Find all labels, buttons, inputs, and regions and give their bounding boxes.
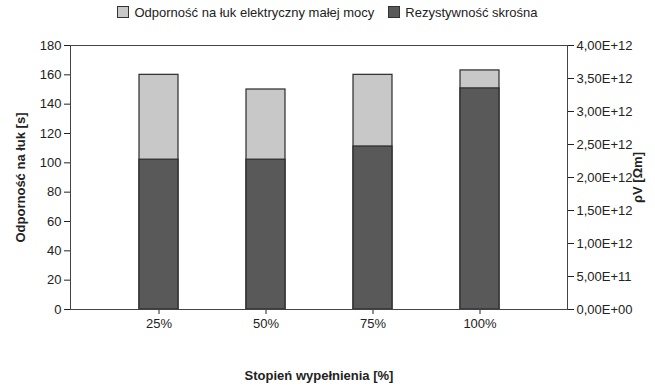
svg-text:100: 100: [40, 155, 62, 170]
svg-text:20: 20: [47, 272, 61, 287]
svg-text:80: 80: [47, 184, 61, 199]
svg-text:1,00E+12: 1,00E+12: [577, 236, 633, 251]
svg-text:120: 120: [40, 126, 62, 141]
svg-text:160: 160: [40, 67, 62, 82]
html-text:Rezystywność skrośna: Rezystywność skrośna: [405, 4, 538, 20]
svg-text:75%: 75%: [360, 316, 386, 331]
svg-text:2,00E+12: 2,00E+12: [577, 170, 633, 185]
svg-text:140: 140: [40, 96, 62, 111]
svg-text:100%: 100%: [463, 316, 497, 331]
svg-text:50%: 50%: [253, 316, 279, 331]
svg-text:25%: 25%: [146, 316, 172, 331]
svg-text:3,00E+12: 3,00E+12: [577, 104, 633, 119]
svg-text:1,50E+12: 1,50E+12: [577, 203, 633, 218]
svg-text:3,50E+12: 3,50E+12: [577, 71, 633, 86]
svg-text:Odporność na łuk [s]: Odporność na łuk [s]: [13, 112, 28, 242]
svg-text:Stopień wypełnienia [%]: Stopień wypełnienia [%]: [245, 368, 394, 383]
svg-text:0: 0: [54, 302, 61, 317]
svg-text:ρV [Ωm]: ρV [Ωm]: [630, 152, 645, 203]
svg-text:40: 40: [47, 243, 61, 258]
svg-text:60: 60: [47, 214, 61, 229]
svg-text:180: 180: [40, 38, 62, 53]
html-text:Odporność na łuk elektryczny m: Odporność na łuk elektryczny małej mocy: [134, 4, 375, 20]
svg-text:0,00E+00: 0,00E+00: [577, 302, 633, 317]
svg-text:5,00E+11: 5,00E+11: [577, 269, 632, 284]
svg-text:2,50E+12: 2,50E+12: [577, 137, 633, 152]
svg-text:4,00E+12: 4,00E+12: [577, 38, 633, 53]
